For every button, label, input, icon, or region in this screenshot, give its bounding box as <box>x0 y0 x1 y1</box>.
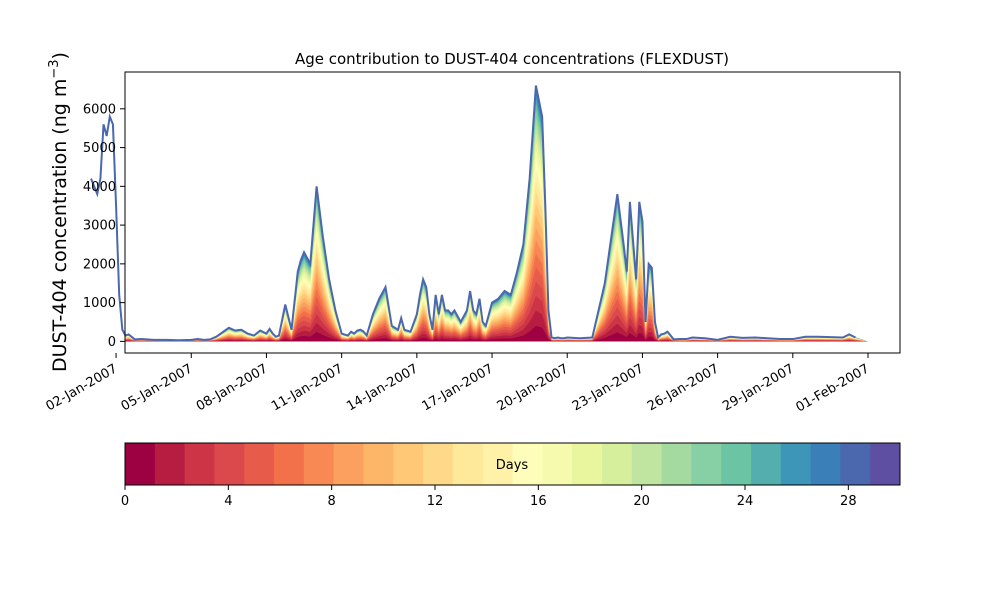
chart-title: Age contribution to DUST-404 concentrati… <box>295 50 729 68</box>
colorbar-cell <box>393 443 424 485</box>
age-layer-area <box>125 227 868 342</box>
age-layer-area <box>125 325 868 342</box>
age-layer-area <box>125 253 868 342</box>
colorbar-frame <box>124 442 901 486</box>
colorbar-cell <box>244 443 275 485</box>
colorbar-tick-label: 20 <box>633 494 650 509</box>
colorbar-cell <box>840 443 871 485</box>
stacked-age-areas <box>125 85 868 342</box>
colorbar-cell <box>810 443 841 485</box>
colorbar-cell <box>691 443 722 485</box>
colorbar-tick-label: 28 <box>840 494 857 509</box>
x-tick-label: 14-Jan-2007 <box>344 361 421 414</box>
y-axis-label-text: DUST-404 concentration (ng m <box>49 79 71 372</box>
age-layer-area <box>125 281 868 342</box>
colorbar-cell <box>154 443 186 485</box>
colorbar-cell <box>274 443 305 485</box>
colorbar-cell <box>542 443 573 485</box>
colorbar: Days 0 4 8 12 16 20 24 28 <box>121 442 901 509</box>
x-tick-label: 29-Jan-2007 <box>720 361 797 414</box>
y-tick-label: 3000 <box>83 219 116 234</box>
colorbar-cell <box>572 443 603 485</box>
colorbar-cell <box>423 443 454 485</box>
svg-text:DUST-404 concentration (ng m−3: DUST-404 concentration (ng m−3) <box>47 52 71 372</box>
colorbar-cell <box>452 443 484 485</box>
colorbar-cell <box>214 443 245 485</box>
plot-frame <box>124 71 901 354</box>
x-tick-label: 26-Jan-2007 <box>645 361 722 414</box>
colorbar-tick-label: 16 <box>530 494 547 509</box>
colorbar-cell <box>512 443 543 485</box>
y-tick-label: 2000 <box>83 257 116 272</box>
y-axis-label: DUST-404 concentration (ng m−3) <box>47 52 71 372</box>
age-layer-area <box>125 295 868 342</box>
colorbar-cell <box>631 443 663 485</box>
y-axis-label-superscript: −3 <box>47 59 62 78</box>
colorbar-cell <box>303 443 335 485</box>
colorbar-cell <box>363 443 394 485</box>
y-axis-label-close: ) <box>49 52 71 59</box>
colorbar-tick-label: 8 <box>328 494 336 509</box>
colorbar-tick-label: 4 <box>224 494 232 509</box>
colorbar-tick-label: 24 <box>737 494 754 509</box>
colorbar-cell <box>750 443 782 485</box>
x-axis: 02-Jan-200705-Jan-200708-Jan-200711-Jan-… <box>43 353 872 415</box>
y-tick-label: 0 <box>108 335 116 350</box>
x-tick-label: 17-Jan-2007 <box>419 361 496 414</box>
colorbar-cell <box>721 443 752 485</box>
colorbar-cell <box>780 443 812 485</box>
x-tick-label: 01-Feb-2007 <box>793 361 872 415</box>
colorbar-cell <box>333 443 364 485</box>
colorbar-cell <box>482 443 513 485</box>
x-tick-label: 05-Jan-2007 <box>119 361 196 414</box>
colorbar-cell <box>601 443 633 485</box>
y-tick-label: 5000 <box>83 141 116 156</box>
age-layer-area <box>125 240 868 342</box>
x-tick-label: 11-Jan-2007 <box>269 361 346 414</box>
colorbar-label: Days <box>496 458 529 473</box>
y-axis: 0 1000 2000 3000 4000 5000 6000 <box>83 102 125 350</box>
colorbar-cell <box>870 443 901 485</box>
y-tick-label: 6000 <box>83 102 116 117</box>
colorbar-cell <box>661 443 692 485</box>
x-tick-label: 08-Jan-2007 <box>194 361 271 414</box>
colorbar-tick-label: 12 <box>427 494 444 509</box>
y-tick-label: 4000 <box>83 180 116 195</box>
colorbar-cell <box>125 443 156 485</box>
colorbar-cell <box>184 443 215 485</box>
age-layer-area <box>125 310 868 342</box>
colorbar-tick-label: 0 <box>121 494 129 509</box>
y-tick-label: 1000 <box>83 296 116 311</box>
x-tick-label: 20-Jan-2007 <box>495 361 572 414</box>
x-tick-label: 23-Jan-2007 <box>570 361 647 414</box>
total-concentration-line <box>90 85 856 342</box>
